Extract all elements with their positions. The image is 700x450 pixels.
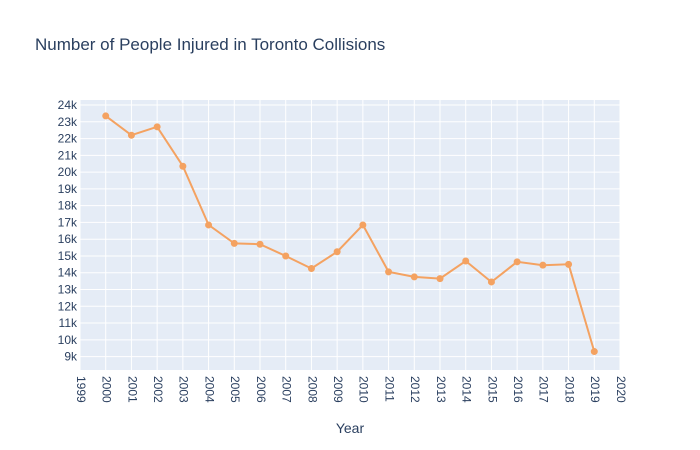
y-tick-label: 9k [64,350,78,364]
data-point [462,257,470,265]
data-point [590,348,598,356]
data-point [153,123,161,131]
y-tick-label: 13k [58,283,78,297]
data-point [333,248,341,256]
y-axis-ticks: 9k 10k 11k 12k 13k 14k 15k 16k 17k 18k 19k 20k 21k 22… [58,98,78,364]
x-tick-label: 2010 [357,376,371,403]
series-markers [102,112,598,356]
data-point [385,268,393,276]
y-tick-label: 16k [58,232,78,246]
x-tick-label: 2015 [485,376,499,403]
data-point [436,275,444,283]
data-point [539,261,547,269]
x-tick-label: 2020 [614,376,628,403]
y-tick-label: 11k [59,316,78,330]
data-point [282,252,290,260]
x-tick-label: 2005 [228,376,242,403]
data-point [359,221,367,229]
x-tick-label: 2000 [100,376,114,403]
data-point [307,265,315,273]
y-tick-label: 12k [58,299,78,313]
plot-area [80,100,620,370]
data-point [102,112,110,120]
y-tick-label: 10k [58,333,78,347]
x-tick-label: 2008 [305,376,319,403]
data-point [205,221,213,229]
y-tick-label: 24k [58,98,78,112]
x-tick-label: 2018 [562,376,576,403]
x-axis-title: Year [336,420,365,436]
x-tick-label: 2014 [460,376,474,403]
data-point [230,239,238,247]
data-point [127,131,135,139]
x-tick-label: 2019 [588,376,602,403]
x-tick-label: 2013 [434,376,448,403]
y-tick-label: 20k [58,165,78,179]
x-tick-label: 2004 [202,376,216,403]
gridlines [79,100,621,370]
x-tick-label: 2009 [331,376,345,403]
y-tick-label: 14k [58,266,78,280]
y-tick-label: 22k [58,132,78,146]
data-point [565,260,573,268]
y-tick-label: 17k [58,215,78,229]
x-tick-label: 2017 [537,376,551,403]
y-tick-label: 19k [58,182,78,196]
x-axis-ticks: 1999 2000 2001 2002 2003 2004 2005 2006 2007 2008… [74,376,628,403]
data-point [256,240,264,248]
x-tick-label: 2001 [125,376,139,403]
data-point [487,278,495,286]
x-tick-label: 2012 [408,376,422,403]
x-tick-label: 2011 [382,376,396,402]
data-point [410,273,418,281]
y-tick-label: 21k [58,148,78,162]
x-tick-label: 1999 [74,376,88,403]
chart-title: Number of People Injured in Toronto Coll… [35,35,385,54]
y-tick-label: 23k [58,115,78,129]
data-point [513,258,521,266]
x-tick-label: 2002 [151,376,165,403]
x-tick-label: 2007 [280,376,294,403]
x-tick-label: 2006 [254,376,268,403]
x-tick-label: 2003 [177,376,191,403]
y-tick-label: 18k [58,199,78,213]
y-tick-label: 15k [58,249,78,263]
x-tick-label: 2016 [511,376,525,403]
series-line [105,115,596,352]
data-point [179,162,187,170]
